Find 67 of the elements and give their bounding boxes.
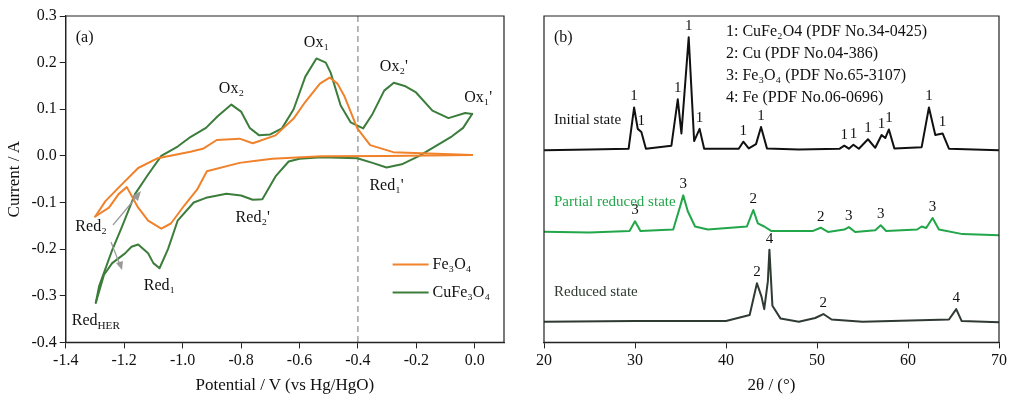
y-tick-label: 0.1 bbox=[36, 99, 57, 117]
annotation: Ox₂' bbox=[379, 56, 408, 74]
annotation: 1 bbox=[864, 119, 872, 136]
annotation: 1 bbox=[849, 124, 858, 141]
x-tick-label: 40 bbox=[718, 351, 734, 369]
annotation: 2 bbox=[816, 207, 825, 224]
x-tick-label: 70 bbox=[991, 351, 1007, 369]
annotation: 1 bbox=[840, 125, 849, 142]
y-tick-label: 0.0 bbox=[36, 146, 57, 164]
annotation: 1 bbox=[925, 87, 933, 104]
y-tick-label: -0.4 bbox=[31, 332, 57, 350]
annotation: 3: Fe₃O₄ (PDF No.65-3107) bbox=[726, 66, 907, 85]
annotation: (a) bbox=[75, 28, 94, 47]
annotation: 2 bbox=[819, 293, 828, 310]
annotation: Ox₂ bbox=[218, 78, 244, 96]
x-tick-label: -0.8 bbox=[228, 351, 254, 369]
annotation: 3 bbox=[928, 197, 937, 214]
x-tick-label: 60 bbox=[900, 351, 916, 369]
x-tick-label: -0.6 bbox=[286, 351, 313, 369]
x-tick-label: 0.0 bbox=[464, 351, 485, 369]
annotation: 3 bbox=[876, 205, 885, 222]
x-tick-label: 20 bbox=[536, 351, 552, 369]
annotation: 1: CuFe₂O4 (PDF No.34-0425) bbox=[726, 22, 928, 41]
x-tick-label: -0.4 bbox=[345, 351, 371, 369]
annotation: 1 bbox=[739, 121, 748, 138]
annotation: 1 bbox=[938, 113, 947, 130]
x-tick-label: 30 bbox=[627, 351, 643, 369]
annotation: 4 bbox=[952, 289, 961, 306]
annotation: 1 bbox=[674, 79, 682, 96]
annotation: 1 bbox=[630, 87, 638, 104]
y-tick-label: 0.2 bbox=[36, 52, 57, 70]
x-tick-label: 50 bbox=[809, 351, 825, 369]
annotation: Red₁ bbox=[143, 276, 176, 294]
annotation: Ox₁ bbox=[303, 32, 329, 50]
y-tick-label: -0.3 bbox=[31, 285, 57, 303]
annotation: 3 bbox=[845, 207, 853, 224]
legend-label: Fe₃O₄ bbox=[432, 254, 472, 272]
annotation: 1 bbox=[684, 17, 693, 34]
y-tick-label: -0.1 bbox=[31, 192, 57, 210]
legend-label: CuFe₃O₄ bbox=[432, 282, 491, 300]
annotation: 1 bbox=[877, 114, 886, 131]
x-axis-title: 2θ / (°) bbox=[747, 375, 796, 395]
annotation: 1 bbox=[885, 109, 893, 126]
annotation: 4: Fe (PDF No.06-0696) bbox=[726, 88, 884, 107]
annotation: Ox₁' bbox=[464, 88, 493, 106]
annotation: Red₁' bbox=[369, 175, 404, 193]
annotation: 3 bbox=[679, 175, 687, 192]
annotation: 1 bbox=[637, 111, 646, 128]
annotation: 2 bbox=[753, 263, 761, 280]
annotation: 2 bbox=[749, 189, 758, 206]
series-label: Reduced state bbox=[554, 282, 639, 299]
x-tick-label: -1.0 bbox=[169, 351, 196, 369]
annotation: Red₂' bbox=[235, 207, 270, 225]
x-tick-label: -0.2 bbox=[403, 351, 430, 369]
annotation: Red₂ bbox=[75, 216, 107, 234]
x-axis-title: Potential / V (vs Hg/HgO) bbox=[195, 375, 375, 395]
y-tick-label: -0.2 bbox=[31, 239, 57, 257]
annotation: (b) bbox=[554, 28, 573, 47]
annotation: 1 bbox=[695, 108, 704, 125]
x-tick-label: -1.4 bbox=[53, 351, 79, 369]
annotation: 4 bbox=[765, 229, 774, 246]
x-tick-label: -1.2 bbox=[111, 351, 137, 369]
y-tick-label: 0.3 bbox=[36, 6, 57, 24]
series-label: Initial state bbox=[554, 111, 622, 128]
y-axis-title: Current / A bbox=[3, 140, 23, 218]
annotation: 1 bbox=[757, 106, 765, 123]
annotation: 2: Cu (PDF No.04-386) bbox=[726, 44, 879, 63]
